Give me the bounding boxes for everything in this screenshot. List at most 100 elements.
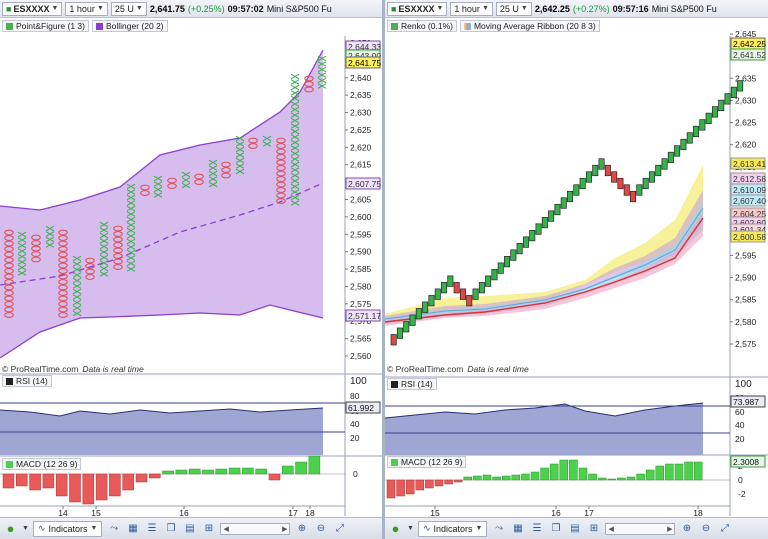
left-macd-label[interactable]: MACD (12 26 9) [2,458,82,470]
left-date-label: 15 [91,508,101,518]
pf-x-mark [99,265,109,272]
right-rsi-label[interactable]: RSI (14) [387,378,437,390]
pane-divider[interactable] [382,0,385,539]
calendar-icon[interactable]: ▦ [128,523,138,534]
pf-x-mark [153,186,163,193]
right-timeframe-select[interactable]: 1 hour ▼ [450,1,493,16]
pf-x-mark [17,237,27,243]
scroll-left-icon[interactable]: ◀ [223,525,229,533]
left-marker-top2: 2,643.00 [348,51,381,61]
renko-up-brick [686,132,693,144]
left-symbol-select[interactable]: ■ ESXXXX ▼ [2,1,63,16]
right-macd-label[interactable]: MACD (12 26 9) [387,456,467,468]
pf-x-mark [45,231,55,237]
pf-x-mark [72,305,82,311]
right-symbol-select[interactable]: ■ ESXXXX ▼ [387,1,448,16]
pf-o-mark [85,263,95,269]
legend-bollinger[interactable]: Bollinger (20 2) [91,20,168,32]
grid-icon[interactable]: ⊞ [204,523,214,534]
watermark-text: © ProRealTime.com [2,364,79,374]
chevron-down-icon[interactable]: ▼ [407,525,414,532]
pf-o-mark [140,190,150,196]
app-logo-icon[interactable]: ● [6,521,15,536]
list-icon[interactable]: ☰ [147,523,157,534]
renko-up-brick [598,158,605,170]
left-scrollbar[interactable]: ◀ ▶ [220,522,291,535]
list-icon[interactable]: ☰ [532,523,542,534]
right-macd-bar [530,471,540,481]
pf-o-mark [221,161,231,168]
left-y-tick-label: 2,580 [350,281,372,291]
right-marker-m3: 2,610.09 [733,185,766,195]
right-units-select[interactable]: 25 U ▼ [495,1,532,16]
share-icon[interactable]: ⤳ [109,523,118,534]
fit-icon[interactable]: ⤢ [720,523,729,534]
ruler-icon[interactable]: ▤ [570,523,580,534]
chevron-down-icon: ▼ [475,525,483,532]
indicator-chart-icon: ∿ [422,523,431,533]
left-date-label: 17 [288,508,298,518]
left-chart-pane[interactable]: ■ ESXXXX ▼ 1 hour ▼ 25 U ▼ 2,641.75 (+0.… [0,0,382,539]
right-macd-value: 2.3008 [733,457,759,467]
pf-o-mark [276,192,286,199]
left-units-select[interactable]: 25 U ▼ [110,1,147,16]
right-y-tick-label: 2,590 [735,273,757,283]
pf-o-mark [276,187,286,193]
renko-up-brick [396,327,403,339]
left-marker-low-box [345,309,381,322]
pf-o-mark [221,167,231,173]
zoom-out-icon[interactable]: ⊖ [701,523,711,534]
legend-point-figure[interactable]: Point&Figure (1 3) [2,20,89,32]
pf-o-mark [276,143,286,149]
left-chart-canvas[interactable]: 2,6502,6452,6402,6352,6302,6252,6202,615… [0,0,382,539]
renko-up-brick [648,171,655,183]
pf-x-mark [290,123,300,129]
renko-up-brick [447,275,454,287]
right-units-label: 25 U [499,3,519,14]
legend-renko[interactable]: Renko (0.1%) [387,20,457,32]
grid-icon[interactable]: ⊞ [589,523,599,534]
chevron-down-icon[interactable]: ▼ [22,525,29,532]
bollinger-mid-line [0,182,324,286]
pf-o-mark [58,306,68,313]
left-macd-bar [228,467,241,475]
renko-up-brick [529,229,536,242]
renko-up-brick [560,197,567,209]
zoom-in-icon[interactable]: ⊕ [682,523,692,534]
right-macd-value-box [730,455,766,468]
right-marker-top2-box [730,48,766,61]
app-logo-icon[interactable]: ● [391,521,400,536]
scroll-right-icon[interactable]: ▶ [282,525,288,533]
share-icon[interactable]: ⤳ [494,523,503,534]
fit-icon[interactable]: ⤢ [335,523,344,534]
legend-ma-ribbon[interactable]: Moving Average Ribbon (20 8 3) [459,20,600,32]
macd-swatch [391,458,398,466]
pf-o-mark [113,236,123,243]
right-chart-pane[interactable]: ■ ESXXXX ▼ 1 hour ▼ 25 U ▼ 2,642.25 (+0.… [385,0,768,539]
right-macd-bar [434,479,444,487]
pf-x-mark [17,253,27,260]
copy-icon[interactable]: ❐ [551,523,561,534]
left-indicators-button[interactable]: ∿ Indicators ▼ [32,520,103,537]
right-chart-canvas[interactable]: 2,6452,6402,6352,6302,6252,6202,6152,610… [385,0,768,539]
right-time: 09:57:16 [612,3,649,14]
pf-o-mark [31,240,41,246]
scroll-left-icon[interactable]: ◀ [608,525,614,533]
ruler-icon[interactable]: ▤ [185,523,195,534]
left-rsi-label[interactable]: RSI (14) [2,375,52,387]
left-y-tick-label: 2,620 [350,142,372,152]
pf-x-mark [317,77,327,84]
right-scrollbar[interactable]: ◀ ▶ [605,522,676,535]
pf-x-mark [17,270,27,276]
pf-x-mark [126,255,136,261]
right-indicators-button[interactable]: ∿ Indicators ▼ [417,520,488,537]
pf-x-mark [290,134,300,140]
calendar-icon[interactable]: ▦ [513,523,523,534]
renko-up-brick [661,158,668,170]
zoom-out-icon[interactable]: ⊖ [316,523,326,534]
zoom-in-icon[interactable]: ⊕ [297,523,307,534]
legend-label: Renko (0.1%) [401,21,453,31]
copy-icon[interactable]: ❐ [166,523,176,534]
scroll-right-icon[interactable]: ▶ [667,525,673,533]
left-timeframe-select[interactable]: 1 hour ▼ [65,1,108,16]
